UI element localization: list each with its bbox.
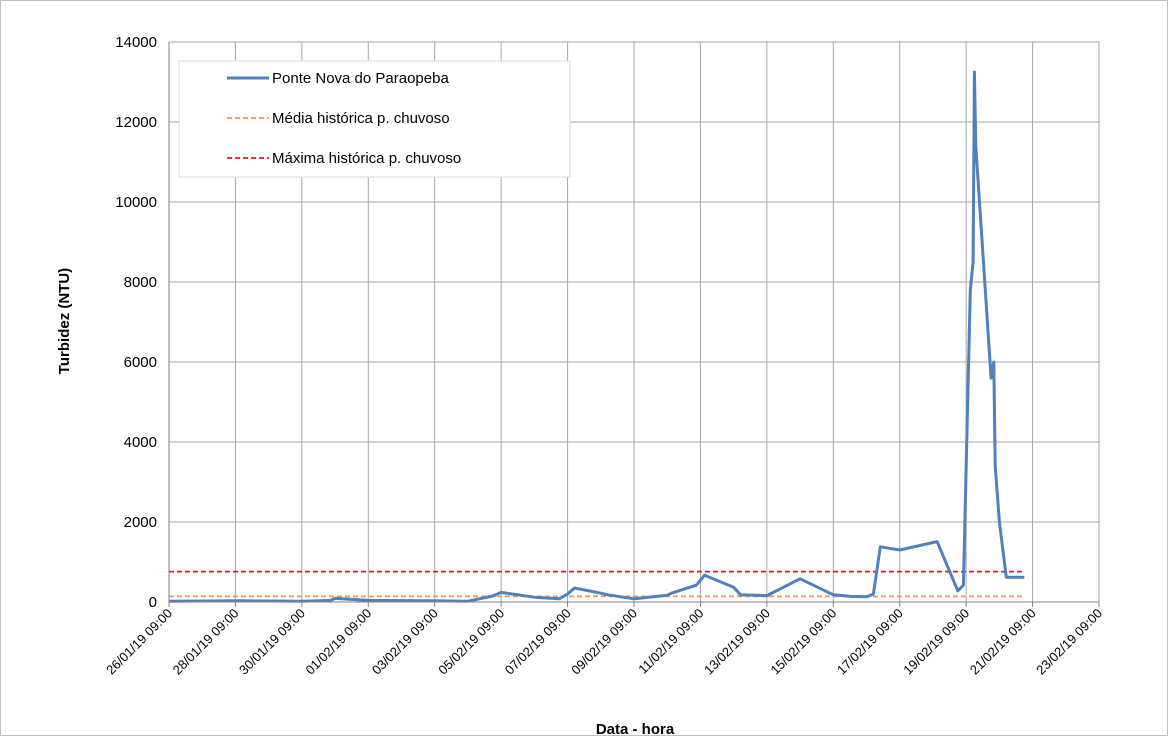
legend-label: Máxima histórica p. chuvoso (272, 150, 461, 167)
y-tick-label: 10000 (115, 194, 157, 211)
x-tick-label: 30/01/19 09:00 (236, 606, 308, 678)
x-tick-label: 13/02/19 09:00 (701, 606, 773, 678)
y-axis-title: Turbidez (NTU) (56, 268, 73, 374)
series-line-0 (168, 70, 1025, 603)
y-axis-ticks: 0 2000 4000 6000 8000 10000 12000 14000 (115, 34, 157, 611)
legend-label: Média histórica p. chuvoso (272, 110, 450, 127)
x-tick-label: 19/02/19 09:00 (900, 606, 972, 678)
y-tick-label: 0 (149, 594, 157, 611)
y-tick-label: 12000 (115, 114, 157, 131)
y-tick-label: 2000 (124, 514, 157, 531)
axes (168, 42, 1100, 607)
x-tick-label: 28/01/19 09:00 (170, 606, 242, 678)
x-tick-label: 07/02/19 09:00 (502, 606, 574, 678)
x-tick-label: 17/02/19 09:00 (834, 606, 906, 678)
y-tick-label: 8000 (124, 274, 157, 291)
y-tick-label: 14000 (115, 34, 157, 51)
x-tick-label: 03/02/19 09:00 (369, 606, 441, 678)
x-tick-label: 23/02/19 09:00 (1033, 606, 1105, 678)
x-tick-label: 26/01/19 09:00 (103, 606, 175, 678)
y-tick-label: 6000 (124, 354, 157, 371)
x-tick-label: 15/02/19 09:00 (767, 606, 839, 678)
x-tick-label: 11/02/19 09:00 (635, 606, 706, 677)
x-tick-label: 21/02/19 09:00 (967, 606, 1039, 678)
x-axis-title: Data - hora (596, 721, 675, 737)
legend-label: Ponte Nova do Paraopeba (272, 70, 449, 87)
x-tick-label: 01/02/19 09:00 (302, 606, 374, 678)
series-layer (168, 70, 1025, 603)
legend: Ponte Nova do Paraopeba Média histórica p… (178, 60, 571, 178)
x-tick-label: 09/02/19 09:00 (568, 606, 640, 678)
x-tick-label: 05/02/19 09:00 (435, 606, 507, 678)
y-tick-label: 4000 (124, 434, 157, 451)
